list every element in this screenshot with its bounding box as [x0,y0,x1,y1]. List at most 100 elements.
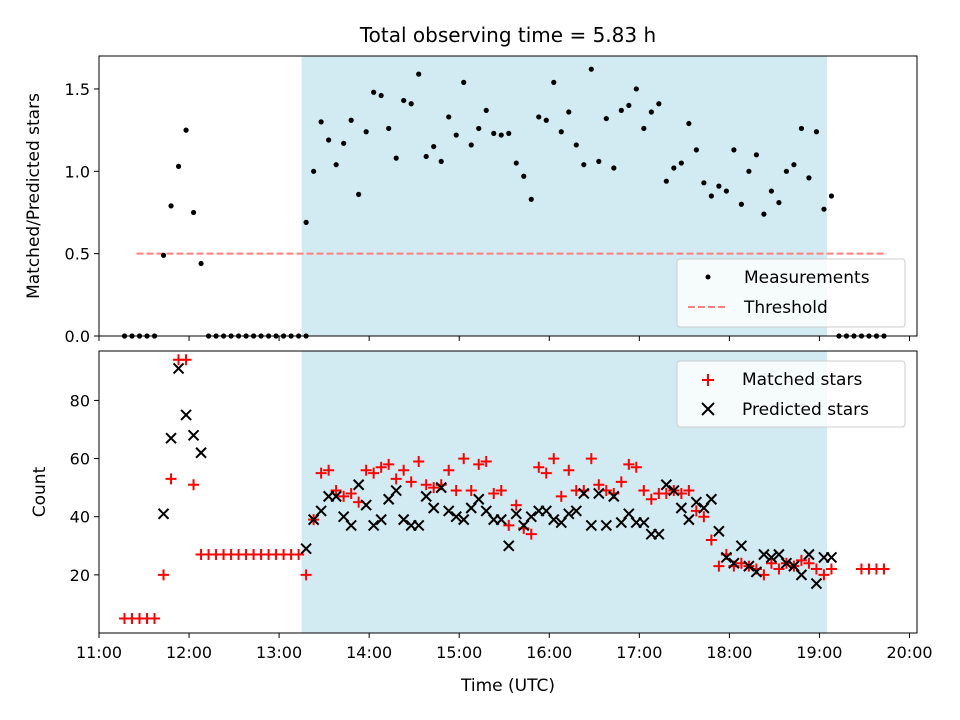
measurement-point [798,125,805,132]
legend-predicted-label: Predicted stars [742,400,869,420]
measurement-point [551,79,557,85]
top-y-tick-label: 0.0 [65,327,90,346]
top-y-tick-label: 1.5 [65,80,90,99]
measurement-point [581,162,587,168]
matched-star-point [480,455,492,467]
predicted-star-point [352,479,365,491]
matched-star-point [165,473,177,485]
measurement-point [326,137,332,143]
matched-star-point [315,467,327,479]
predicted-star-point [720,551,733,564]
predicted-star-point [713,525,725,537]
matched-star-point [525,528,537,540]
predicted-star-point [563,508,575,520]
measurement-point [431,143,437,150]
top-y-tick-label: 0.5 [65,245,90,264]
predicted-star-point [653,528,665,540]
matched-star-point [473,458,485,470]
measurements-group [121,66,887,339]
bottom-x-tick-label: 20:00 [886,643,932,662]
matched-star-point [375,461,387,473]
predicted-star-point [750,566,763,578]
matched-star-point [293,549,305,561]
measurement-point [656,101,662,107]
predicted-star-point [570,505,582,517]
matched-star-point [149,612,161,624]
bottom-x-tick-label: 19:00 [796,643,842,662]
top-y-axis: 0.0 0.5 1.0 1.5 [65,80,99,346]
measurement-point [716,183,722,189]
matched-star-point [390,473,402,485]
matched-star-point [188,479,200,491]
measurement-point [596,158,602,165]
measurement-point [175,163,182,169]
measurement-point [311,168,317,174]
predicted-star-point [172,362,185,375]
measurement-point [618,107,624,113]
matched-star-point [465,485,477,497]
bottom-x-tick-label: 16:00 [526,643,572,662]
bottom-legend-box [676,360,906,428]
predicted-star-point [367,519,380,532]
predicted-star-point [660,479,673,491]
matched-star-point [330,485,342,497]
predicted-star-point [187,429,200,442]
bottom-y-tick-label: 80 [70,391,90,410]
predicted-star-point [825,551,838,564]
matched-star-point [825,563,837,575]
matched-star-point [683,485,695,497]
measurement-point [446,114,452,120]
legend-measurements-label: Measurements [744,268,870,288]
predicted-star-point [743,560,755,572]
predicted-star-point [345,519,357,532]
predicted-star-point [420,490,432,503]
top-y-tick-label: 1.0 [65,162,90,181]
predicted-stars-group [157,362,838,590]
measurement-point [573,142,579,148]
measurement-point [513,160,519,166]
measurement-point [611,165,617,171]
measurement-point [701,180,707,186]
measurement-point [791,162,797,168]
measurement-point [566,109,572,115]
bottom-x-tick-label: 11:00 [76,643,122,662]
measurement-point [671,165,677,171]
measurement-point [648,109,654,115]
predicted-star-point [195,447,207,459]
measurement-point [183,127,189,133]
measurement-point [401,97,407,104]
measurement-point [813,129,820,135]
predicted-star-point [638,516,650,529]
matched-star-point [495,485,507,497]
bottom-y-tick-label: 20 [70,566,90,585]
predicted-star-point [765,551,778,564]
predicted-star-point [608,490,620,503]
predicted-star-point [157,508,170,520]
measurement-point [483,107,489,113]
measurement-point [738,201,744,207]
predicted-star-point [728,557,740,569]
measurement-point [626,102,632,109]
matched-star-point [413,455,425,467]
top-panel: Total observing time = 5.83 h 0.0 0.5 1.0 1… [24,23,918,346]
matched-star-point [458,453,470,465]
measurement-point [603,115,609,122]
measurement-point [768,188,775,194]
predicted-star-point [803,548,815,561]
bottom-panel-frame [98,350,918,634]
measurement-point [491,130,497,137]
measurement-point [461,79,467,85]
top-legend: Measurements Threshold [676,258,906,328]
matched-star-point [368,467,380,479]
matched-star-point [540,467,552,479]
legend-matched-marker [702,374,714,386]
matched-star-point [345,487,357,499]
bottom-x-tick-label: 12:00 [166,643,212,662]
measurement-point [633,86,639,92]
measurement-point [731,147,737,153]
bottom-x-tick-label: 18:00 [706,643,752,662]
predicted-star-point [600,519,613,532]
predicted-star-point [578,487,590,500]
measurement-point [356,191,362,197]
predicted-star-point [443,505,455,517]
